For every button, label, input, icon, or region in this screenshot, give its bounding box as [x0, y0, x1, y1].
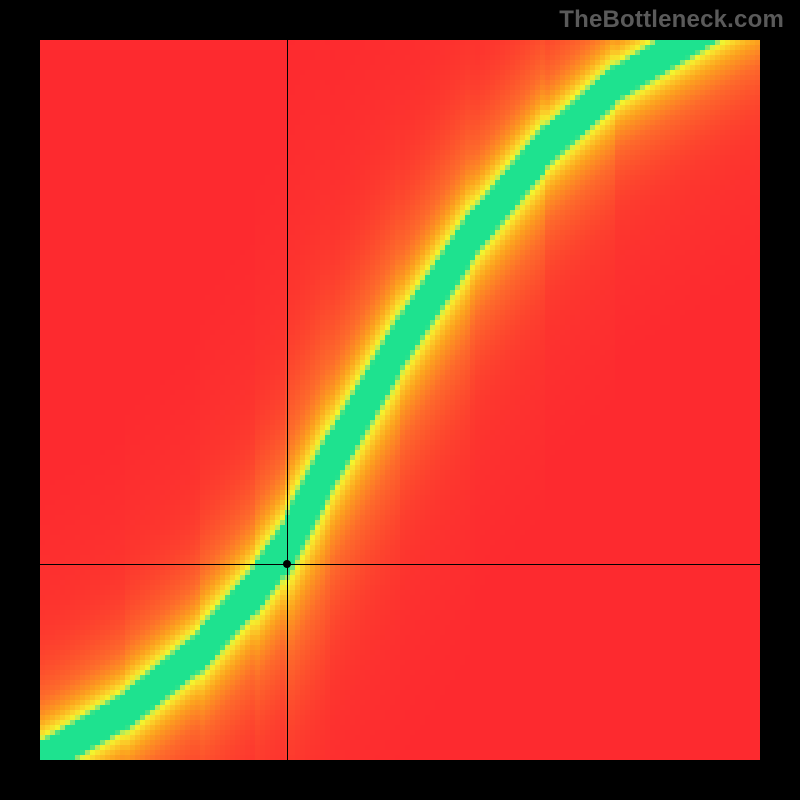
watermark-text: TheBottleneck.com: [559, 6, 784, 34]
heatmap-canvas: [40, 40, 760, 760]
crosshair-horizontal: [40, 564, 760, 565]
plot-area: [40, 40, 760, 760]
crosshair-vertical: [287, 40, 288, 760]
figure-root: TheBottleneck.com: [0, 0, 800, 800]
